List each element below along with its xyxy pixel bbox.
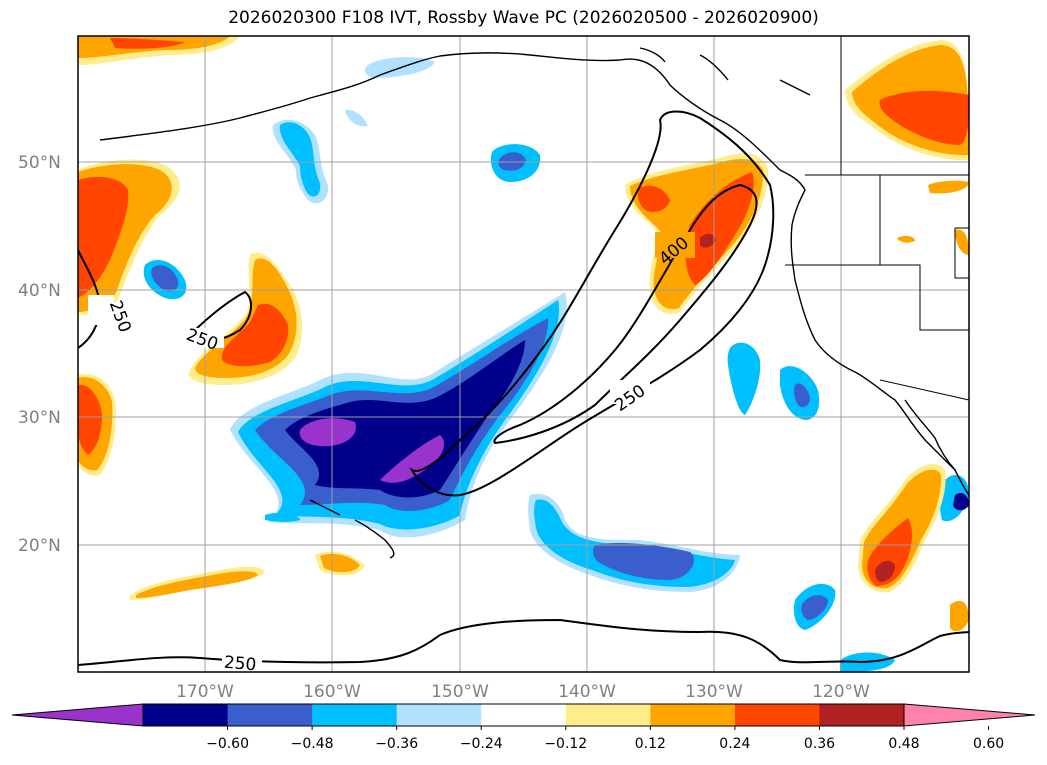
positive-region-north-coast-red2 — [685, 172, 754, 285]
colorbar-tick-label: −0.36 — [375, 736, 418, 752]
latitude-label: 30°N — [18, 408, 61, 428]
positive-region-northeast-red — [879, 90, 969, 145]
colorbar-segment — [312, 704, 398, 726]
colorbar-tick-label: 0.48 — [888, 736, 919, 752]
positive-region-northwest-red — [78, 177, 129, 298]
colorbar-tick-label: −0.48 — [291, 736, 334, 752]
contour-label: 250 — [223, 653, 257, 676]
longitude-label: 120°W — [812, 682, 870, 702]
positive-blob-small-f — [955, 229, 969, 255]
ivt-shading — [78, 36, 969, 672]
colorbar: −0.60 −0.48 −0.36 −0.24 −0.12 0.12 0.24 0.36 0.4… — [11, 703, 1036, 752]
latitude-label: 40°N — [18, 281, 61, 301]
longitude-label: 130°W — [685, 682, 743, 702]
longitude-label: 170°W — [176, 682, 234, 702]
colorbar-segment — [565, 704, 651, 726]
negative-blob-c-inner — [151, 265, 179, 292]
colorbar-segment — [650, 704, 736, 726]
negative-blob-a-inner — [279, 122, 321, 197]
positive-region-north-coast-red — [637, 185, 670, 212]
negative-region-dark — [285, 340, 525, 498]
latitude-label: 50°N — [18, 153, 61, 173]
colorbar-segment — [143, 704, 229, 726]
positive-blob-small-a-orange — [136, 571, 258, 598]
positive-region-north-coast-dark — [700, 233, 716, 248]
map-title: 2026020300 F108 IVT, Rossby Wave PC (202… — [228, 8, 819, 28]
negative-region-purple2 — [380, 435, 445, 483]
negative-blob-e — [727, 342, 761, 415]
positive-region-center-red — [221, 303, 289, 367]
negative-blob-g-inner — [801, 595, 828, 620]
colorbar-extend-high — [903, 703, 1036, 727]
colorbar-segment — [481, 704, 567, 726]
negative-blob-l — [345, 109, 368, 127]
map-frame — [77, 35, 970, 673]
negative-blob-b-inner — [498, 152, 526, 171]
positive-region-west-red — [78, 384, 102, 455]
negative-blob-i — [265, 512, 300, 522]
longitude-label: 160°W — [303, 682, 361, 702]
colorbar-segment — [227, 704, 313, 726]
colorbar-segment — [734, 704, 820, 726]
longitude-labels: 170°W 160°W 150°W 140°W 130°W 120°W — [176, 682, 870, 702]
colorbar-tick-label: −0.24 — [460, 736, 503, 752]
longitude-label: 140°W — [558, 682, 616, 702]
colorbar-tick-label: 0.12 — [635, 736, 666, 752]
colorbar-tick-label: 0.24 — [719, 736, 750, 752]
coastlines — [99, 47, 969, 559]
positive-blob-small-c — [950, 600, 969, 632]
negative-blob-f-inner — [794, 383, 810, 408]
colorbar-tick-label: −0.12 — [544, 736, 587, 752]
colorbar-frame — [142, 703, 905, 727]
longitude-label: 150°W — [431, 682, 489, 702]
positive-blob-small-d — [928, 180, 969, 194]
contour-250-main — [409, 110, 775, 497]
colorbar-segment — [396, 704, 482, 726]
latitude-labels: 50°N 40°N 30°N 20°N — [18, 153, 61, 556]
positive-region-southeast-dark — [875, 560, 895, 582]
colorbar-tick-label: 0.60 — [973, 736, 1004, 752]
colorbar-segment — [819, 704, 905, 726]
positive-blob-small-e — [897, 235, 915, 243]
colorbar-tick-label: −0.60 — [206, 736, 249, 752]
colorbar-tick-label: 0.36 — [804, 736, 835, 752]
positive-blob-small-b-orange — [320, 553, 360, 573]
positive-region-top-left-red — [110, 38, 185, 49]
borders — [785, 36, 970, 401]
colorbar-extend-low — [11, 703, 144, 727]
negative-region-purple1 — [299, 418, 356, 447]
latitude-label: 20°N — [18, 536, 61, 556]
negative-blob-j-inner — [953, 493, 969, 511]
negative-blob-d-medium — [593, 542, 694, 580]
